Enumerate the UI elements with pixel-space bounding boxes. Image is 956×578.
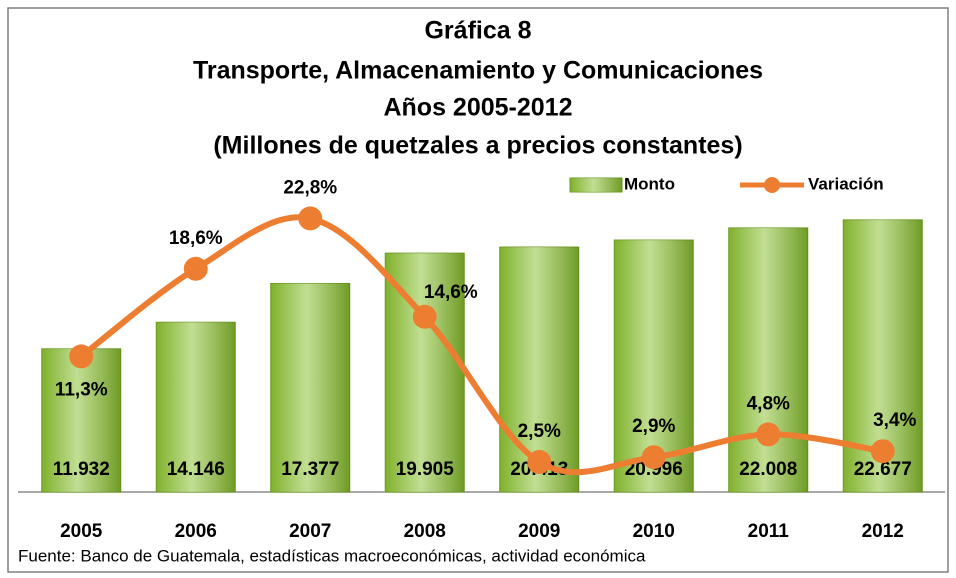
bar-value-label: 22.677	[854, 459, 912, 480]
line-marker	[641, 445, 666, 470]
bar-shine	[156, 322, 236, 492]
bar-value-label: 19.905	[396, 459, 455, 480]
line-value-label: 14,6%	[424, 282, 478, 303]
line-marker	[298, 206, 323, 231]
legend-swatch	[570, 178, 622, 192]
line-marker	[527, 450, 552, 474]
bar-value-label: 17.377	[281, 459, 339, 480]
line-value-label: 4,8%	[747, 393, 790, 414]
line-value-label: 11,3%	[55, 379, 108, 400]
legend-label: Variación	[808, 174, 884, 193]
line-value-label: 22,8%	[283, 177, 337, 198]
bar-shine	[270, 283, 350, 492]
line-marker	[69, 344, 94, 369]
x-tick-label: 2012	[862, 521, 904, 542]
x-tick-label: 2010	[633, 521, 675, 542]
bar-shine	[728, 227, 808, 493]
source-note: Fuente: Banco de Guatemala, estadísticas…	[18, 546, 646, 565]
x-tick-label: 2006	[175, 521, 217, 542]
x-tick-label: 2008	[404, 521, 446, 542]
bar-value-label: 22.008	[739, 459, 797, 480]
bar-shine	[41, 348, 121, 492]
x-tick-label: 2011	[748, 521, 790, 542]
line-value-label: 2,9%	[632, 416, 675, 437]
line-value-label: 18,6%	[169, 228, 223, 249]
legend-swatch	[764, 177, 780, 193]
chart-title: Gráfica 8	[424, 17, 531, 45]
x-tick-label: 2009	[518, 521, 560, 542]
bar-value-label: 14.146	[167, 459, 225, 480]
line-marker	[756, 422, 781, 447]
line-value-label: 3,4%	[873, 410, 916, 431]
chart-subtitle: Años 2005-2012	[383, 94, 572, 122]
x-tick-label: 2007	[289, 521, 331, 542]
bar-shine	[385, 253, 465, 492]
legend-label: Monto	[624, 174, 675, 193]
chart-subtitle: (Millones de quetzales a precios constan…	[213, 132, 742, 160]
bar-value-label: 20.996	[625, 459, 683, 480]
x-tick-label: 2005	[60, 521, 103, 542]
chart-subtitle: Transporte, Almacenamiento y Comunicacio…	[193, 57, 763, 85]
line-marker	[412, 304, 437, 329]
line-value-label: 2,5%	[518, 421, 561, 442]
line-marker	[183, 256, 208, 281]
line-marker	[870, 439, 895, 464]
bar-value-label: 11.932	[53, 459, 110, 480]
